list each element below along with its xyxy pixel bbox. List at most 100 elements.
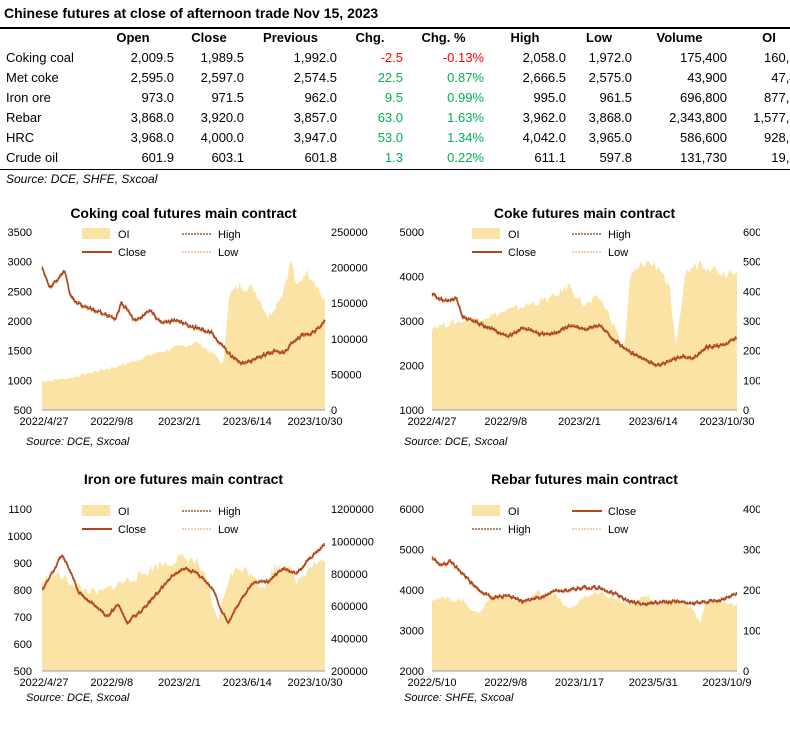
y2-tick-label: 1000000 <box>743 626 760 638</box>
table-cell-chg: 9.5 <box>384 89 403 105</box>
table-row: Coking coal 2,009.5 1,989.5 1,992.0 -2.5 -0.1… <box>0 47 790 67</box>
table-cell-low: 2,575.0 <box>588 69 632 85</box>
y2-tick-label: 50000 <box>743 257 760 269</box>
y2-tick-label: 600000 <box>331 601 368 613</box>
y2-tick-label: 200000 <box>331 666 368 678</box>
y-tick-label: 800 <box>14 585 32 597</box>
close-line <box>431 293 738 368</box>
y2-tick-label: 40000 <box>743 286 760 298</box>
table-cell-oi: 47,480 <box>771 69 790 85</box>
y-tick-label: 6000 <box>400 504 424 516</box>
low-line <box>431 294 738 369</box>
table-cell-chg: -2.5 <box>380 49 403 65</box>
table-cell-close: 1,989.5 <box>200 49 244 65</box>
chart-coke: Coke futures main contract 1000 2000 3000 40… <box>380 198 760 463</box>
table-cell-previous: 962.0 <box>304 89 337 105</box>
futures-table: Open Close Previous Chg. Chg. % High Low Volume… <box>0 28 790 167</box>
column-header: Open <box>116 30 150 45</box>
x-tick-label: 2023/5/31 <box>629 677 678 689</box>
table-cell-chg-pct: -0.13% <box>442 49 484 65</box>
x-tick-label: 2023/1/17 <box>555 677 604 689</box>
table-cell-open: 973.0 <box>141 89 174 105</box>
table-cell-chg-pct: 0.22% <box>447 149 484 165</box>
table-cell-close: 971.5 <box>211 89 244 105</box>
y2-tick-label: 100000 <box>331 334 368 346</box>
y-tick-label: 5000 <box>400 545 424 557</box>
table-row: Met coke 2,595.0 2,597.0 2,574.5 22.5 0.87% 2,… <box>0 67 790 87</box>
table-cell-previous: 2,574.5 <box>293 69 337 85</box>
column-header: Chg. <box>355 30 385 45</box>
y-tick-label: 2000 <box>400 666 424 678</box>
column-header: Low <box>586 30 612 45</box>
table-cell-chg: 63.0 <box>377 109 403 125</box>
column-header: Previous <box>263 30 318 45</box>
y-tick-label: 2000 <box>8 316 32 328</box>
y2-tick-label: 200000 <box>331 263 368 275</box>
x-tick-label: 2023/6/14 <box>223 677 272 689</box>
y-tick-label: 2500 <box>8 286 32 298</box>
table-cell-open: 2,595.0 <box>130 69 174 85</box>
x-tick-label: 2023/10/30 <box>287 416 342 428</box>
table-row: Crude oil 601.9 603.1 601.8 1.3 0.22% 611.1 597… <box>0 147 790 167</box>
x-tick-label: 2023/6/14 <box>223 416 272 428</box>
y2-tick-label: 1000000 <box>331 536 374 548</box>
legend-label: Close <box>118 247 146 259</box>
legend-label: OI <box>508 506 520 518</box>
x-tick-label: 2022/9/8 <box>90 677 133 689</box>
chart-source: Source: DCE, Sxcoal <box>404 436 508 448</box>
y-tick-label: 4000 <box>400 585 424 597</box>
table-cell-close: 3,920.0 <box>200 109 244 125</box>
y-tick-label: 2000 <box>400 361 424 373</box>
y2-tick-label: 20000 <box>743 346 760 358</box>
table-cell-name: HRC <box>6 129 35 145</box>
y-tick-label: 1000 <box>8 375 32 387</box>
legend-label: Low <box>608 247 628 259</box>
close-line <box>41 544 325 625</box>
table-row: HRC 3,968.0 4,000.0 3,947.0 53.0 1.34% 4,042.0… <box>0 127 790 147</box>
x-tick-label: 2022/9/8 <box>484 416 527 428</box>
x-tick-label: 2022/4/27 <box>408 416 457 428</box>
table-cell-high: 4,042.0 <box>522 129 566 145</box>
table-body: Coking coal 2,009.5 1,989.5 1,992.0 -2.5 -0.1… <box>0 47 790 167</box>
table-cell-low: 961.5 <box>599 89 632 105</box>
high-line <box>431 556 738 605</box>
table-cell-close: 2,597.0 <box>200 69 244 85</box>
y-tick-label: 700 <box>14 612 32 624</box>
chart-iron-ore: Iron ore futures main contract 500 600 700 8… <box>0 466 380 731</box>
table-cell-chg: 1.3 <box>384 149 403 165</box>
table-cell-previous: 3,947.0 <box>293 129 337 145</box>
legend-label: OI <box>118 506 130 518</box>
legend-label: OI <box>508 229 520 241</box>
table-row: Iron ore 973.0 971.5 962.0 9.5 0.99% 995.0 961.… <box>0 87 790 107</box>
table-cell-oi: 1,577,302 <box>753 109 790 125</box>
y-tick-label: 4000 <box>400 272 424 284</box>
table-cell-chg-pct: 0.99% <box>447 89 484 105</box>
legend-oi-swatch <box>472 228 500 239</box>
table-cell-volume: 131,730 <box>680 149 727 165</box>
column-header <box>0 28 92 47</box>
oi-area <box>42 261 325 410</box>
y-tick-label: 3000 <box>8 257 32 269</box>
table-cell-low: 3,868.0 <box>588 109 632 125</box>
table-cell-volume: 175,400 <box>680 49 727 65</box>
chart-title: Coking coal futures main contract <box>70 205 297 221</box>
table-cell-low: 597.8 <box>599 149 632 165</box>
table-bottom-rule <box>0 169 790 170</box>
table-cell-previous: 601.8 <box>304 149 337 165</box>
y2-tick-label: 30000 <box>743 316 760 328</box>
table-source: Source: DCE, SHFE, Sxcoal <box>6 172 158 186</box>
y2-tick-label: 250000 <box>331 227 368 239</box>
low-line <box>431 558 738 608</box>
table-cell-chg-pct: 1.63% <box>447 109 484 125</box>
y2-tick-label: 2000000 <box>743 585 760 597</box>
y2-tick-label: 1200000 <box>331 504 374 516</box>
column-header: Close <box>191 30 227 45</box>
y-tick-label: 3500 <box>8 227 32 239</box>
legend-label: OI <box>118 229 130 241</box>
chart-source: Source: DCE, Sxcoal <box>26 436 130 448</box>
legend-label: Low <box>218 524 238 536</box>
table-cell-high: 995.0 <box>533 89 566 105</box>
chart-coking-coal: Coking coal futures main contract 500 1000… <box>0 198 380 463</box>
legend-label: High <box>608 229 631 241</box>
low-line <box>41 268 326 367</box>
